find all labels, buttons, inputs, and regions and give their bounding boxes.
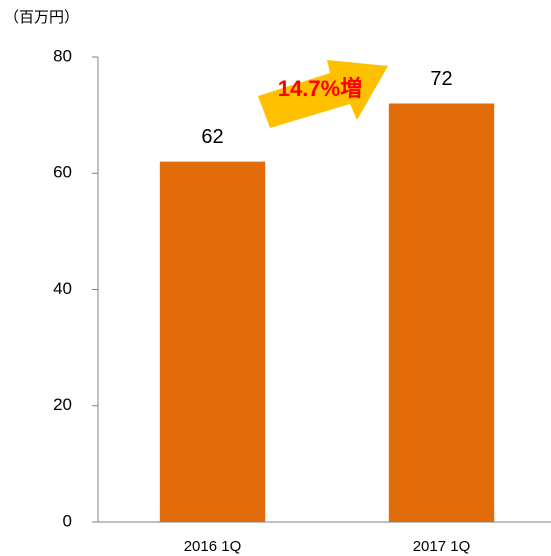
y-tick-label: 40 bbox=[53, 279, 72, 298]
y-tick-label: 60 bbox=[53, 163, 72, 182]
data-label: 72 bbox=[430, 68, 452, 90]
bar bbox=[159, 161, 266, 522]
growth-annotation: 14.7%増 bbox=[278, 76, 362, 101]
y-tick-label: 20 bbox=[53, 395, 72, 414]
y-tick-label: 0 bbox=[63, 511, 72, 530]
y-axis-unit: （百万円） bbox=[4, 9, 79, 26]
x-tick-label: 2017 1Q bbox=[413, 538, 471, 555]
data-label: 62 bbox=[201, 126, 223, 148]
y-tick-label: 80 bbox=[53, 46, 72, 65]
growth-arrow bbox=[258, 60, 388, 128]
x-tick-label: 2016 1Q bbox=[184, 538, 242, 555]
bar bbox=[388, 103, 495, 522]
